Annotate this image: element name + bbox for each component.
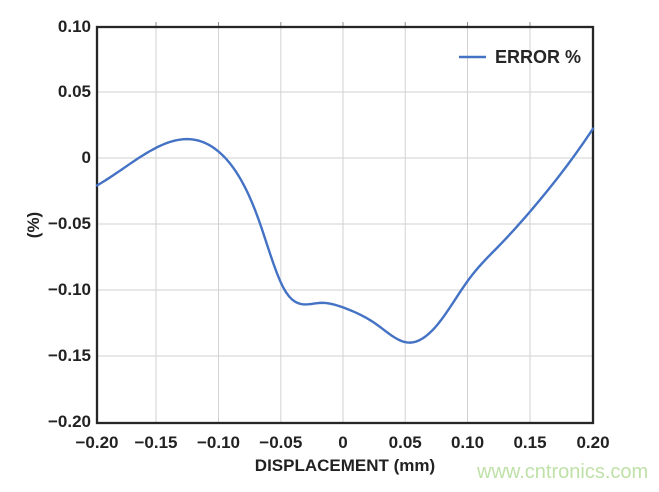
svg-text:−0.15: −0.15 [134,433,177,452]
svg-text:−0.15: −0.15 [48,346,91,365]
svg-text:0.05: 0.05 [58,82,91,101]
svg-text:0.20: 0.20 [576,433,609,452]
svg-text:0.15: 0.15 [513,433,546,452]
svg-text:−0.10: −0.10 [197,433,240,452]
svg-text:−0.05: −0.05 [48,214,91,233]
svg-text:−0.10: −0.10 [48,280,91,299]
svg-text:−0.20: −0.20 [75,433,118,452]
svg-text:0: 0 [82,148,91,167]
svg-text:www.cntronics.com: www.cntronics.com [476,461,648,483]
svg-text:−0.05: −0.05 [259,433,302,452]
svg-text:DISPLACEMENT (mm): DISPLACEMENT (mm) [255,456,435,475]
svg-text:0.10: 0.10 [451,433,484,452]
svg-text:ERROR %: ERROR % [495,47,581,67]
svg-text:(%): (%) [24,212,43,238]
svg-text:0: 0 [338,433,347,452]
svg-text:−0.20: −0.20 [48,412,91,431]
svg-text:0.05: 0.05 [389,433,422,452]
svg-text:0.10: 0.10 [58,17,91,36]
